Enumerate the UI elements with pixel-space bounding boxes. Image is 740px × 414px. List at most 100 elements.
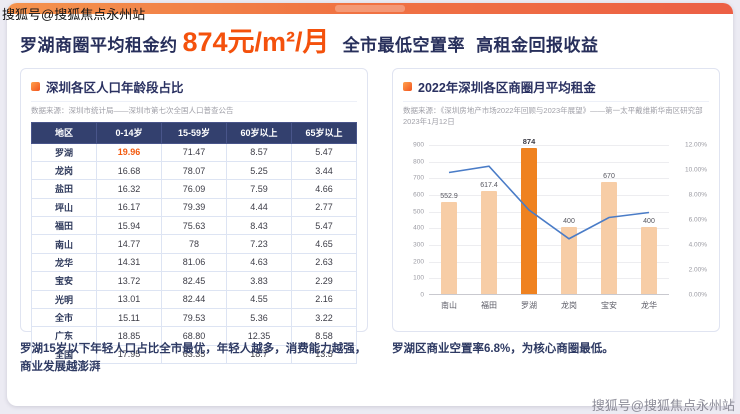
value-cell: 81.06 bbox=[161, 252, 227, 273]
bar-value-label: 400 bbox=[563, 218, 575, 226]
column-header: 65岁以上 bbox=[291, 121, 357, 144]
value-cell: 3.83 bbox=[226, 271, 292, 291]
rent-source-line1: 数据来源：《深圳房地产市场2022年回顾与2023年展望》——第一太平戴维斯华南… bbox=[403, 106, 703, 115]
value-cell: 2.63 bbox=[291, 252, 357, 273]
left-axis-tick: 100 bbox=[413, 274, 424, 282]
value-cell: 79.39 bbox=[161, 197, 227, 218]
value-cell: 14.77 bbox=[96, 234, 162, 254]
value-cell: 4.44 bbox=[226, 197, 292, 218]
value-cell: 15.94 bbox=[96, 215, 162, 236]
x-axis-tick: 福田 bbox=[481, 301, 497, 310]
column-header: 15-59岁 bbox=[161, 121, 227, 144]
left-axis-tick: 500 bbox=[413, 208, 424, 216]
rent-bar-龙华 bbox=[641, 227, 657, 294]
value-cell: 13.72 bbox=[96, 271, 162, 291]
value-cell: 79.53 bbox=[161, 307, 227, 328]
top-banner-logo bbox=[335, 5, 405, 12]
panel-marker-icon bbox=[403, 82, 412, 91]
population-panel: 深圳各区人口年龄段占比 数据来源：深圳市统计局——深圳市第七次全国人口普查公告 … bbox=[20, 68, 368, 365]
top-banner bbox=[7, 3, 733, 14]
left-axis-tick: 700 bbox=[413, 174, 424, 182]
region-cell: 全国 bbox=[31, 344, 97, 365]
x-axis-tick: 宝安 bbox=[601, 301, 617, 310]
rent-caption: 罗湖区商业空置率6.8%，为核心商圈最低。 bbox=[392, 343, 614, 355]
rent-bar-罗湖 bbox=[521, 148, 537, 294]
rent-bar-南山 bbox=[441, 201, 457, 294]
value-cell: 2.77 bbox=[291, 197, 357, 218]
region-cell: 盐田 bbox=[31, 179, 97, 199]
left-axis-tick: 800 bbox=[413, 158, 424, 166]
bar-value-label: 670 bbox=[603, 173, 615, 181]
value-cell: 19.96 bbox=[96, 142, 162, 162]
value-cell: 68.80 bbox=[161, 326, 227, 346]
bar-value-label: 400 bbox=[643, 218, 655, 226]
x-axis-tick: 南山 bbox=[441, 301, 457, 310]
value-cell: 16.32 bbox=[96, 179, 162, 199]
value-cell: 5.25 bbox=[226, 160, 292, 181]
value-cell: 4.63 bbox=[226, 252, 292, 273]
value-cell: 8.57 bbox=[226, 142, 292, 162]
column-header: 地区 bbox=[31, 121, 97, 144]
value-cell: 14.31 bbox=[96, 252, 162, 273]
population-panel-header: 深圳各区人口年龄段占比 bbox=[31, 77, 357, 102]
grid-line bbox=[429, 211, 669, 213]
x-axis-tick: 龙华 bbox=[641, 301, 657, 310]
rent-chart: 552.9 617.4 874 400 670 400 0 100 200 300 400 500 6… bbox=[403, 135, 709, 313]
watermark-bottom: 搜狐号@搜狐焦点永州站 bbox=[591, 398, 735, 413]
value-cell: 75.63 bbox=[161, 215, 227, 236]
right-axis-tick: 12.00% bbox=[684, 141, 707, 149]
vacancy-line bbox=[448, 165, 650, 240]
right-axis-tick: 10.00% bbox=[684, 166, 707, 174]
page-title: 罗湖商圈平均租金约 874元/m²/月 全市最低空置率 高租金回报收益 bbox=[20, 29, 720, 56]
rent-bar-龙岗 bbox=[561, 227, 577, 294]
table-row: 坪山 16.17 79.39 4.44 2.77 bbox=[31, 197, 357, 218]
region-cell: 罗湖 bbox=[31, 142, 97, 162]
right-axis-tick: 8.00% bbox=[688, 191, 707, 199]
rent-bar-宝安 bbox=[601, 182, 617, 294]
grid-line bbox=[429, 145, 669, 146]
value-cell: 18.85 bbox=[96, 326, 162, 346]
value-cell: 16.68 bbox=[96, 160, 162, 181]
grid-line bbox=[429, 195, 669, 196]
table-row: 宝安 13.72 82.45 3.83 2.29 bbox=[31, 271, 357, 291]
rent-source-line2: 2023年1月12日 bbox=[403, 116, 455, 126]
value-cell: 78.07 bbox=[161, 160, 227, 181]
value-cell: 71.47 bbox=[161, 142, 227, 162]
grid-line bbox=[429, 278, 669, 280]
right-axis-tick: 6.00% bbox=[688, 216, 707, 224]
value-cell: 15.11 bbox=[96, 307, 162, 328]
title-rent-highlight: 874元/m²/月 bbox=[182, 27, 330, 57]
grid-line bbox=[429, 245, 669, 246]
rent-panel: 2022年深圳各区商圈月平均租金 数据来源：《深圳房地产市场2022年回顾与20… bbox=[392, 68, 720, 332]
table-row: 龙岗 16.68 78.07 5.25 3.44 bbox=[31, 160, 357, 181]
title-vacancy-claim: 全市最低空置率 bbox=[342, 36, 466, 55]
table-row: 广东 18.85 68.80 12.35 8.58 bbox=[31, 326, 357, 346]
left-axis-tick: 300 bbox=[413, 241, 424, 249]
value-cell: 78 bbox=[161, 234, 227, 254]
region-cell: 坪山 bbox=[31, 197, 97, 218]
title-prefix: 罗湖商圈平均租金约 bbox=[20, 36, 178, 55]
rent-panel-header: 2022年深圳各区商圈月平均租金 bbox=[403, 77, 709, 102]
table-row: 龙华 14.31 81.06 4.63 2.63 bbox=[31, 252, 357, 273]
population-caption: 罗湖15岁以下年轻人口占比全市最优，年轻人越多，消费能力越强，商业发展越澎湃 bbox=[20, 343, 367, 373]
panel-marker-icon bbox=[31, 82, 40, 91]
value-cell: 4.65 bbox=[291, 234, 357, 254]
left-axis-tick: 200 bbox=[413, 258, 424, 266]
value-cell: 82.44 bbox=[161, 289, 227, 309]
left-axis-tick: 400 bbox=[413, 224, 424, 232]
table-row: 盐田 16.32 76.09 7.59 4.66 bbox=[31, 179, 357, 199]
rent-bar-福田 bbox=[481, 191, 497, 294]
grid-line bbox=[429, 161, 669, 163]
value-cell: 13.01 bbox=[96, 289, 162, 309]
value-cell: 7.59 bbox=[226, 179, 292, 199]
value-cell: 76.09 bbox=[161, 179, 227, 199]
right-axis-tick: 2.00% bbox=[688, 266, 707, 274]
table-row: 罗湖 19.96 71.47 8.57 5.47 bbox=[31, 142, 357, 162]
value-cell: 4.66 bbox=[291, 179, 357, 199]
value-cell: 5.47 bbox=[291, 215, 357, 236]
bar-value-label: 552.9 bbox=[440, 192, 458, 200]
value-cell: 5.36 bbox=[226, 307, 292, 328]
column-header: 60岁以上 bbox=[226, 121, 292, 144]
rent-chart-plot: 552.9 617.4 874 400 670 400 bbox=[429, 137, 669, 295]
rent-panel-title: 2022年深圳各区商圈月平均租金 bbox=[418, 81, 596, 95]
